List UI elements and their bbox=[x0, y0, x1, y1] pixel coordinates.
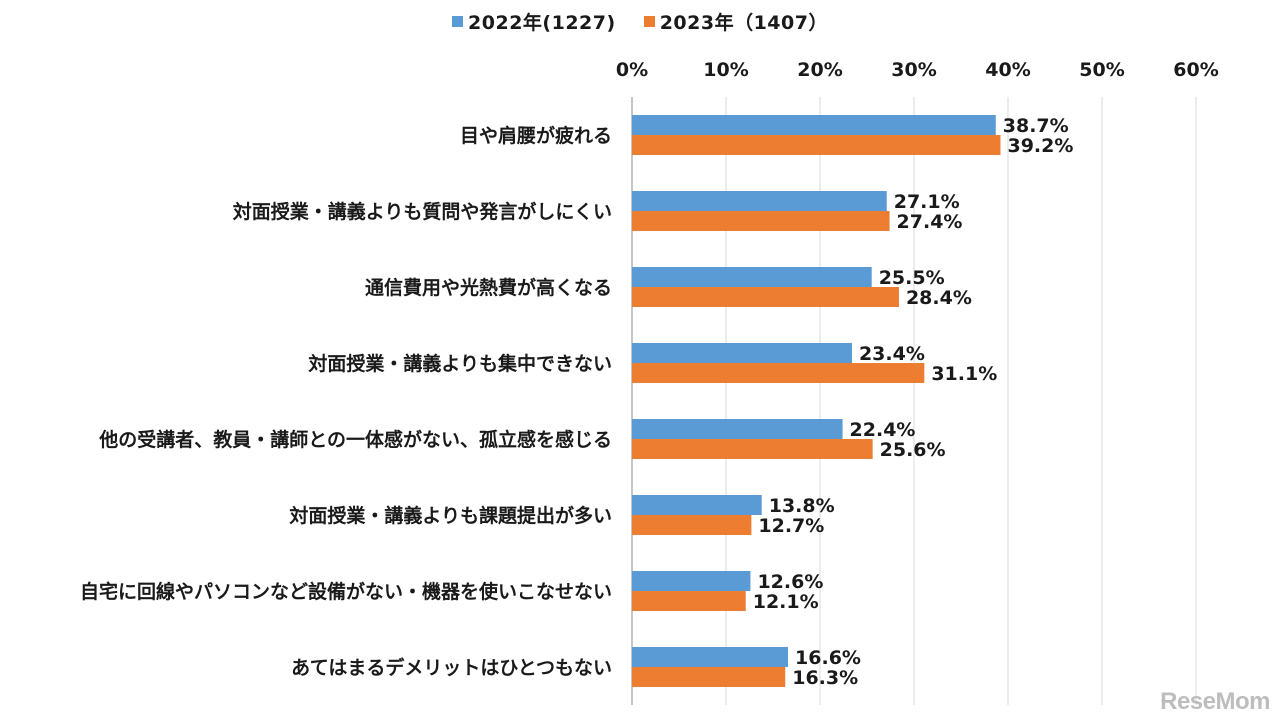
category-label: 対面授業・講義よりも集中できない bbox=[307, 352, 612, 375]
category-label: 目や肩腰が疲れる bbox=[460, 124, 612, 147]
category-label: 他の受講者、教員・講師との一体感がない、孤立感を感じる bbox=[98, 428, 612, 451]
category-label: 通信費用や光熱費が高くなる bbox=[365, 276, 612, 299]
data-label: 39.2% bbox=[1007, 135, 1073, 157]
x-tick-label: 60% bbox=[1173, 59, 1218, 81]
bar-2023 bbox=[632, 211, 890, 231]
data-label: 12.7% bbox=[758, 515, 824, 537]
legend-swatch-2022 bbox=[452, 16, 464, 27]
data-label: 27.4% bbox=[897, 211, 963, 233]
data-label: 12.1% bbox=[753, 591, 819, 613]
data-label: 16.3% bbox=[792, 667, 858, 689]
x-tick-label: 40% bbox=[985, 59, 1030, 81]
legend-item-2022: 2022年(1227) bbox=[452, 8, 616, 35]
legend: 2022年(1227) 2023年（1407） bbox=[0, 8, 1280, 35]
category-label: 自宅に回線やパソコンなど設備がない・機器を使いこなせない bbox=[80, 580, 612, 603]
watermark-logo: ReseMom bbox=[1160, 688, 1270, 715]
bar-2022 bbox=[632, 495, 762, 515]
bar-2022 bbox=[632, 115, 996, 135]
x-tick-label: 20% bbox=[797, 59, 842, 81]
bar-2023 bbox=[632, 591, 746, 611]
bar-2023 bbox=[632, 439, 873, 459]
bar-2022 bbox=[632, 191, 887, 211]
legend-label-2023: 2023年（1407） bbox=[659, 12, 828, 34]
data-label: 13.8% bbox=[769, 495, 835, 517]
legend-item-2023: 2023年（1407） bbox=[643, 8, 828, 35]
data-label: 31.1% bbox=[931, 363, 997, 385]
legend-label-2022: 2022年(1227) bbox=[468, 12, 616, 34]
data-label: 25.6% bbox=[880, 439, 946, 461]
x-tick-label: 0% bbox=[616, 59, 648, 81]
bar-2023 bbox=[632, 287, 899, 307]
data-label: 27.1% bbox=[894, 191, 960, 213]
x-tick-label: 50% bbox=[1079, 59, 1124, 81]
bar-2022 bbox=[632, 571, 751, 591]
data-label: 12.6% bbox=[757, 571, 823, 593]
bar-2023 bbox=[632, 135, 1001, 155]
legend-swatch-2023 bbox=[643, 16, 655, 27]
bar-2022 bbox=[632, 267, 872, 287]
bar-2023 bbox=[632, 363, 925, 383]
data-label: 16.6% bbox=[795, 647, 861, 669]
bar-2022 bbox=[632, 343, 852, 363]
data-label: 22.4% bbox=[850, 419, 916, 441]
x-tick-label: 10% bbox=[703, 59, 748, 81]
category-label: 対面授業・講義よりも質問や発言がしにくい bbox=[232, 200, 612, 223]
category-label: 対面授業・講義よりも課題提出が多い bbox=[288, 504, 612, 527]
x-tick-label: 30% bbox=[891, 59, 936, 81]
data-label: 28.4% bbox=[906, 287, 972, 309]
bar-2023 bbox=[632, 515, 752, 535]
category-label: あてはまるデメリットはひとつもない bbox=[291, 656, 612, 679]
data-label: 23.4% bbox=[859, 343, 925, 365]
data-label: 25.5% bbox=[879, 267, 945, 289]
bar-2022 bbox=[632, 419, 843, 439]
bar-2023 bbox=[632, 667, 786, 687]
bar-2022 bbox=[632, 647, 789, 667]
data-label: 38.7% bbox=[1003, 115, 1069, 137]
